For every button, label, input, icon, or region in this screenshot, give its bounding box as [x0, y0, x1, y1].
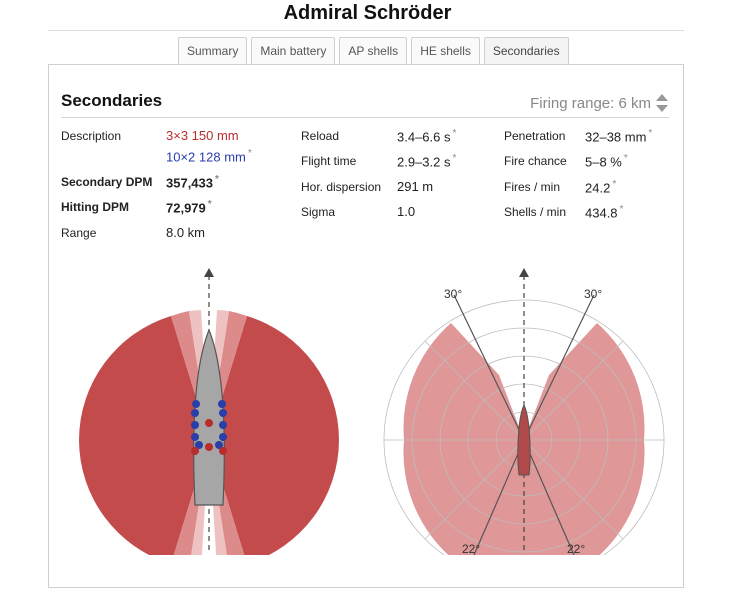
- axis-arrow-icon: [204, 268, 214, 277]
- angle-label-top-left: 30°: [444, 287, 462, 301]
- polar-coverage: 30° 30° 22° 22°: [383, 268, 665, 555]
- hitting-dpm-label: Hitting DPM: [61, 200, 129, 214]
- fire-chance-value: 5–8 % *: [585, 153, 628, 170]
- description-main-guns: 3×3 150 mm: [166, 128, 239, 143]
- reload-value: 3.4–6.6 s *: [397, 128, 457, 145]
- arc-left-aft-light: [191, 440, 209, 555]
- secondaries-panel: Secondaries Firing range: 6 km Descripti…: [48, 64, 684, 588]
- fire-chance-label: Fire chance: [504, 154, 567, 168]
- secondary-dpm-label: Secondary DPM: [61, 175, 153, 189]
- shells-per-min-label: Shells / min: [504, 205, 567, 219]
- arc-right-main: [209, 316, 339, 440]
- arc-limit-fwd-right: [523, 294, 595, 441]
- arc-left-aft-band: [173, 440, 209, 555]
- angle-label-bottom-right: 22°: [567, 542, 585, 555]
- reload-label: Reload: [301, 129, 340, 143]
- page-title: Admiral Schröder: [283, 2, 452, 24]
- arc-limit-aft-left: [473, 439, 525, 555]
- angle-label-top-right: 30°: [584, 287, 602, 301]
- stepper-arrows-icon[interactable]: [655, 93, 669, 113]
- firing-arcs-diagram: 30° 30° 22° 22°: [79, 268, 665, 555]
- arc-right-aft-band: [209, 440, 245, 555]
- arc-left-main: [79, 316, 209, 440]
- hitting-dpm-value: 72,979 *: [166, 199, 212, 216]
- section-title: Secondaries: [61, 91, 163, 110]
- panel-header: Secondaries Firing range: 6 km: [61, 91, 669, 118]
- description-label: Description: [61, 129, 122, 143]
- polar-sector-right: [524, 323, 645, 555]
- tab-main-battery[interactable]: Main battery: [251, 37, 336, 64]
- arc-limit-fwd-left: [453, 294, 525, 441]
- penetration-label: Penetration: [504, 129, 566, 143]
- penetration-value: 32–38 mm *: [585, 128, 653, 145]
- tab-summary[interactable]: Summary: [178, 37, 248, 64]
- fires-per-min-value: 24.2 *: [585, 179, 617, 196]
- hor-dispersion-label: Hor. dispersion: [301, 180, 382, 194]
- angle-label-bottom-left: 22°: [462, 542, 480, 555]
- firing-arcs: [79, 310, 339, 555]
- title-divider: [48, 30, 684, 31]
- polar-axis-arrow-icon: [519, 268, 529, 277]
- firing-range-control[interactable]: Firing range: 6 km: [530, 93, 669, 113]
- range-label: Range: [61, 226, 97, 240]
- ship-hull: [193, 328, 225, 506]
- sigma-label: Sigma: [301, 205, 336, 219]
- tab-bar: Summary Main battery AP shells HE shells…: [178, 37, 573, 65]
- shells-per-min-value: 434.8 *: [585, 204, 624, 221]
- tab-secondaries[interactable]: Secondaries: [483, 37, 569, 65]
- tab-he-shells[interactable]: HE shells: [411, 37, 480, 64]
- gun-markers: [191, 400, 227, 455]
- polar-sector-left: [403, 323, 524, 555]
- arc-left-main-aft: [79, 440, 209, 555]
- range-value: 8.0 km: [166, 225, 206, 240]
- sigma-value: 1.0: [397, 204, 416, 219]
- polar-ship-hull: [517, 403, 531, 476]
- firing-range-value: 6 km: [618, 94, 651, 112]
- arc-limit-aft-right: [523, 439, 575, 555]
- tab-ap-shells[interactable]: AP shells: [339, 37, 408, 64]
- flight-time-value: 2.9–3.2 s *: [397, 153, 457, 170]
- arc-right-main-aft: [209, 440, 339, 555]
- firing-range-label: Firing range:: [530, 94, 615, 112]
- secondary-dpm-value: 357,433 *: [166, 174, 219, 191]
- fires-per-min-label: Fires / min: [504, 180, 561, 194]
- description-secondary-guns: 10×2 128 mm *: [166, 148, 252, 165]
- flight-time-label: Flight time: [301, 154, 357, 168]
- hor-dispersion-value: 291 m: [397, 179, 434, 194]
- arc-right-aft-light: [209, 440, 227, 555]
